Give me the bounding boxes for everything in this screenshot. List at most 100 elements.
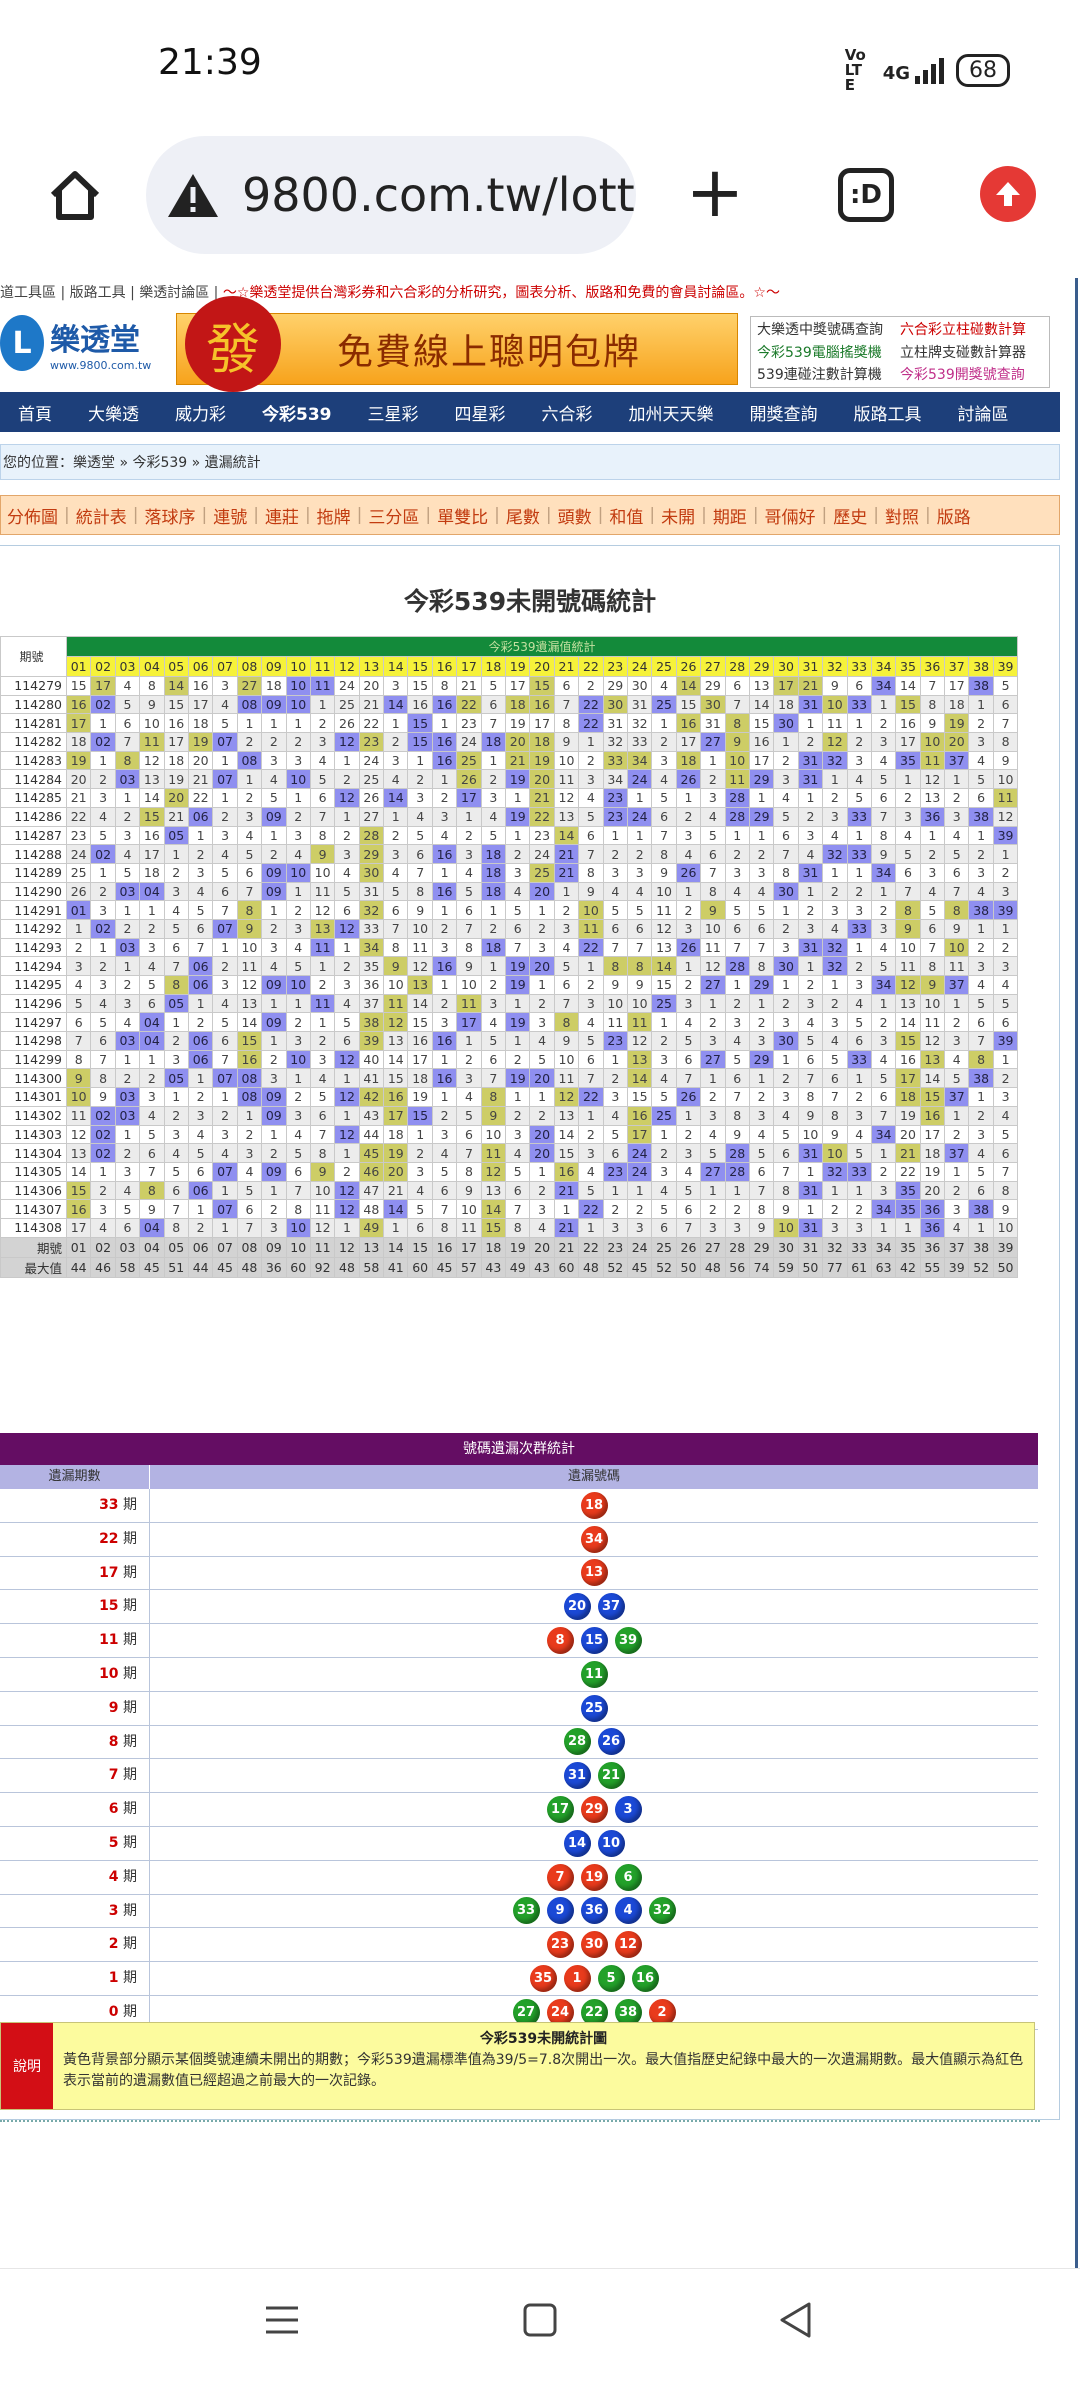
miss-cell: 21: [529, 788, 555, 808]
nav-item[interactable]: 三星彩: [367, 404, 419, 425]
miss-cell: 4: [212, 1143, 238, 1163]
warning-icon[interactable]: [166, 171, 220, 219]
sub-tab[interactable]: 版路: [936, 507, 971, 528]
miss-cell: 7: [724, 1087, 750, 1107]
nav-item[interactable]: 首頁: [18, 404, 52, 425]
side-link[interactable]: 六合彩立柱碰數計算: [900, 322, 1026, 338]
nav-item[interactable]: 加州天天樂: [628, 404, 714, 425]
promo-banner[interactable]: 發 免費線上聰明包牌: [176, 296, 738, 392]
miss-cell: 12: [651, 918, 677, 939]
sub-tab[interactable]: 歷史: [833, 507, 868, 528]
miss-cell: 13: [236, 993, 263, 1014]
miss-cell: 40: [358, 1049, 385, 1070]
sub-tab[interactable]: 落球序: [144, 507, 196, 528]
miss-cell: 11: [944, 956, 970, 976]
miss-cell: 34: [870, 1124, 897, 1145]
miss-cell: 1: [480, 900, 507, 920]
site-logo[interactable]: L 樂透堂 www.9800.com.tw: [0, 310, 165, 376]
nav-item[interactable]: 討論區: [957, 404, 1009, 425]
nav-item[interactable]: 大樂透: [88, 404, 139, 425]
sub-tab[interactable]: 拖牌: [316, 507, 351, 528]
miss-cell: 35: [895, 1199, 921, 1219]
miss-cell: 1: [334, 1217, 360, 1238]
miss-cell: 13: [919, 788, 946, 808]
breadcrumb: 您的位置：樂透堂 » 今彩539 » 遺漏統計: [0, 444, 1060, 480]
side-link[interactable]: 539連碰注數計算機: [757, 367, 882, 384]
nav-item[interactable]: 今彩539: [262, 404, 332, 425]
miss-cell: 1: [992, 918, 1019, 939]
number-ball: 27: [512, 1998, 540, 2026]
sub-tab[interactable]: 分佈圖: [7, 507, 58, 528]
sub-tab[interactable]: 頭數: [557, 507, 592, 528]
footer-number: 24: [626, 1236, 653, 1258]
miss-cell: 15: [65, 676, 92, 696]
miss-cell: 2: [285, 1012, 311, 1033]
miss-cell: 5: [895, 844, 921, 864]
home-icon[interactable]: [40, 160, 110, 230]
miss-cell: 6: [187, 918, 214, 939]
miss-cell: 2: [968, 713, 994, 734]
sub-tab[interactable]: 統計表: [75, 507, 127, 528]
url-bar[interactable]: 9800.com.tw/lott: [146, 136, 636, 254]
sub-tab[interactable]: 和值: [609, 507, 644, 528]
sub-tab[interactable]: 三分區: [368, 507, 420, 528]
miss-cell: 30: [626, 676, 653, 696]
new-tab-button[interactable]: +: [685, 151, 745, 233]
sub-tab[interactable]: 單雙比: [437, 507, 489, 528]
sub-tab[interactable]: 哥倆好: [764, 507, 816, 528]
sub-tab[interactable]: 尾數: [505, 507, 540, 528]
group-period-unit: 期: [123, 1665, 137, 1682]
miss-cell: 14: [383, 1199, 409, 1219]
sub-tab[interactable]: 連號: [213, 507, 248, 528]
tab-switcher-button[interactable]: :D: [838, 168, 894, 222]
back-icon[interactable]: [776, 2300, 816, 2340]
miss-cell: 30: [773, 1031, 799, 1051]
miss-cell: 1: [212, 1217, 238, 1238]
miss-cell: 07: [212, 1068, 238, 1089]
group-col-numbers: 遺漏號碼: [567, 1469, 620, 1484]
top-tool-links[interactable]: 道工具區 | 版路工具 | 樂透討論區 |: [0, 285, 223, 301]
nav-item[interactable]: 四星彩: [454, 404, 506, 425]
miss-cell: 4: [822, 918, 848, 939]
home-square-icon[interactable]: [520, 2300, 560, 2340]
miss-cell: 17: [456, 788, 482, 808]
sub-tab[interactable]: 連莊: [264, 507, 299, 528]
miss-cell: 5: [505, 900, 531, 920]
url-text[interactable]: 9800.com.tw/lott: [242, 168, 635, 222]
number-header: 25: [651, 656, 677, 677]
miss-cell: 11: [602, 1012, 628, 1033]
miss-cell: 37: [944, 975, 970, 995]
nav-item[interactable]: 開獎查詢: [749, 404, 818, 425]
miss-cell: 21: [895, 1143, 921, 1163]
side-link[interactable]: 今彩539電腦搖獎機: [757, 344, 882, 361]
side-link[interactable]: 大樂透中獎號碼查詢: [757, 322, 883, 338]
miss-cell: 08: [236, 1087, 263, 1107]
miss-cell: 1: [114, 1049, 141, 1070]
nav-item[interactable]: 六合彩: [541, 404, 593, 425]
update-icon[interactable]: [980, 166, 1036, 222]
miss-cell: 12: [992, 806, 1019, 827]
footer-number: 38: [968, 1236, 994, 1258]
miss-cell: 2: [90, 956, 116, 976]
nav-item[interactable]: 威力彩: [175, 404, 226, 425]
miss-cell: 23: [602, 788, 628, 808]
miss-cell: 12: [700, 956, 726, 976]
miss-cell: 14: [383, 1049, 409, 1070]
nav-item[interactable]: 版路工具: [853, 404, 922, 425]
miss-cell: 2: [480, 975, 507, 995]
side-link[interactable]: 立柱牌支碰數計算器: [900, 344, 1026, 361]
miss-cell: 33: [846, 1049, 872, 1070]
sub-tab[interactable]: 期距: [712, 507, 747, 528]
miss-cell: 5: [285, 956, 311, 976]
period-label: 114297: [0, 1012, 67, 1033]
sub-tab[interactable]: 對照: [885, 507, 920, 528]
number-header: 09: [261, 656, 287, 677]
miss-cell: 11: [578, 918, 604, 939]
number-ball: 7: [546, 1863, 574, 1891]
miss-cell: 18: [944, 694, 970, 715]
sub-tab[interactable]: 未開: [661, 507, 696, 528]
group-period-value: 10: [99, 1665, 119, 1682]
side-link[interactable]: 今彩539開獎號查詢: [900, 367, 1025, 384]
miss-cell: 3: [480, 993, 507, 1014]
menu-icon[interactable]: [262, 2300, 302, 2340]
